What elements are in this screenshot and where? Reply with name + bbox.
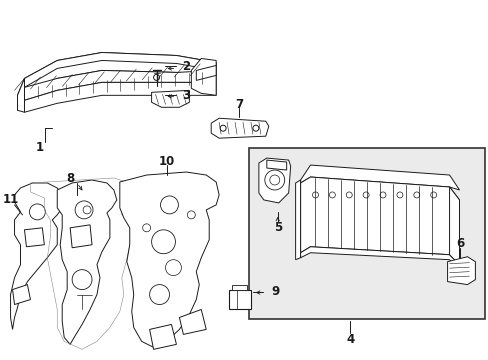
Text: 11: 11: [2, 193, 19, 206]
Circle shape: [363, 192, 368, 198]
Circle shape: [413, 192, 419, 198]
Polygon shape: [211, 118, 268, 138]
Polygon shape: [300, 165, 459, 190]
Polygon shape: [447, 257, 474, 285]
Polygon shape: [258, 158, 290, 203]
Circle shape: [269, 175, 279, 185]
Polygon shape: [18, 53, 216, 110]
Bar: [228, 289, 250, 310]
Circle shape: [83, 206, 91, 214]
Polygon shape: [24, 228, 44, 247]
Text: 9: 9: [271, 285, 279, 298]
Polygon shape: [179, 310, 206, 334]
Circle shape: [142, 224, 150, 232]
Circle shape: [379, 192, 385, 198]
Circle shape: [329, 192, 335, 198]
Polygon shape: [196, 66, 216, 80]
Polygon shape: [300, 247, 459, 270]
Circle shape: [165, 260, 181, 276]
Circle shape: [160, 196, 178, 214]
Circle shape: [430, 192, 436, 198]
Polygon shape: [232, 285, 246, 289]
Circle shape: [252, 125, 258, 131]
Text: 10: 10: [158, 154, 174, 167]
Polygon shape: [24, 71, 216, 100]
Polygon shape: [149, 324, 176, 349]
Text: 5: 5: [273, 221, 281, 234]
Circle shape: [187, 211, 195, 219]
Polygon shape: [300, 177, 459, 255]
Polygon shape: [13, 285, 30, 305]
Circle shape: [396, 192, 402, 198]
Circle shape: [151, 230, 175, 254]
Text: 1: 1: [35, 141, 43, 154]
Circle shape: [29, 204, 45, 220]
Circle shape: [149, 285, 169, 305]
Polygon shape: [191, 58, 216, 95]
Polygon shape: [295, 180, 300, 260]
Circle shape: [153, 75, 159, 80]
Circle shape: [220, 125, 225, 131]
Circle shape: [75, 201, 93, 219]
Polygon shape: [70, 225, 92, 248]
Polygon shape: [57, 180, 117, 345]
Text: 8: 8: [66, 171, 74, 185]
Text: 4: 4: [346, 333, 354, 346]
Text: 6: 6: [455, 237, 464, 250]
Circle shape: [72, 270, 92, 289]
Text: 3: 3: [182, 89, 190, 102]
Polygon shape: [266, 160, 286, 170]
Polygon shape: [11, 183, 62, 329]
Polygon shape: [151, 90, 189, 107]
Polygon shape: [18, 78, 24, 112]
Circle shape: [346, 192, 351, 198]
Text: 2: 2: [182, 60, 190, 73]
Polygon shape: [120, 172, 219, 347]
Circle shape: [264, 170, 284, 190]
Polygon shape: [24, 53, 216, 87]
Circle shape: [312, 192, 318, 198]
Polygon shape: [24, 82, 216, 112]
Text: 7: 7: [234, 98, 243, 111]
Polygon shape: [448, 187, 459, 265]
Bar: [248, 148, 484, 319]
